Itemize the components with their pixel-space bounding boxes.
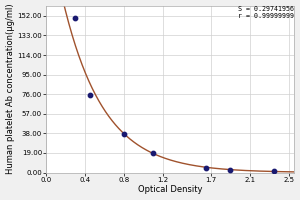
Point (151, 152, 155, 155)
Point (228, 168, 233, 172)
Point (73, 16, 78, 20)
Point (272, 170, 277, 173)
Y-axis label: Human platelet Ab concentration(μg/ml): Human platelet Ab concentration(μg/ml) (6, 4, 15, 174)
X-axis label: Optical Density: Optical Density (138, 185, 202, 194)
Point (122, 132, 126, 135)
Point (204, 166, 208, 169)
Text: S = 0.29741956
r = 0.99999999: S = 0.29741956 r = 0.99999999 (238, 6, 294, 19)
Point (88, 94, 92, 97)
